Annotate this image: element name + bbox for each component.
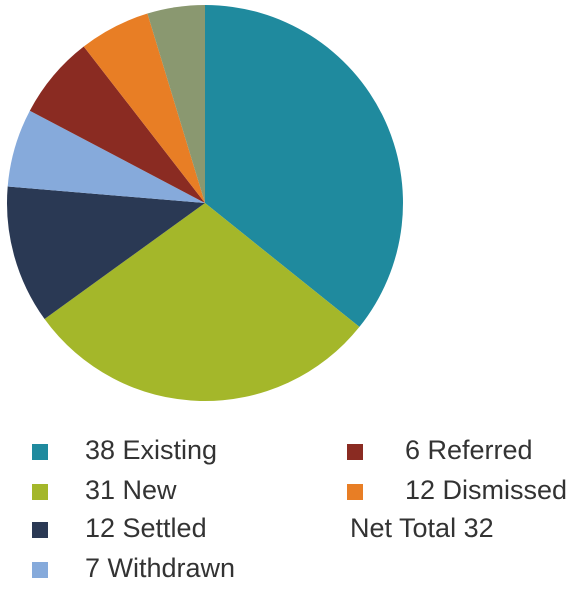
legend-label: 12 Dismissed — [405, 475, 567, 505]
legend-swatch — [347, 444, 363, 460]
pie-slice — [205, 5, 403, 327]
pie-slice — [44, 203, 360, 401]
pie-slice — [29, 46, 206, 203]
legend-label: 12 Settled — [85, 513, 207, 543]
legend-label: 6 Referred — [405, 435, 533, 465]
legend-label: 31 New — [85, 475, 177, 505]
pie-slice — [147, 4, 205, 203]
net-total: Net Total 32 — [350, 513, 494, 543]
legend-swatch — [32, 484, 48, 500]
pie-slice — [6, 186, 205, 320]
legend-swatch — [347, 484, 363, 500]
legend-swatch — [32, 522, 48, 538]
legend-label: 38 Existing — [85, 435, 217, 465]
legend-swatch — [32, 444, 48, 460]
legend-label: 7 Withdrawn — [85, 553, 235, 583]
pie-slice — [7, 110, 205, 203]
pie-slice — [83, 13, 205, 204]
legend-swatch — [32, 562, 48, 578]
